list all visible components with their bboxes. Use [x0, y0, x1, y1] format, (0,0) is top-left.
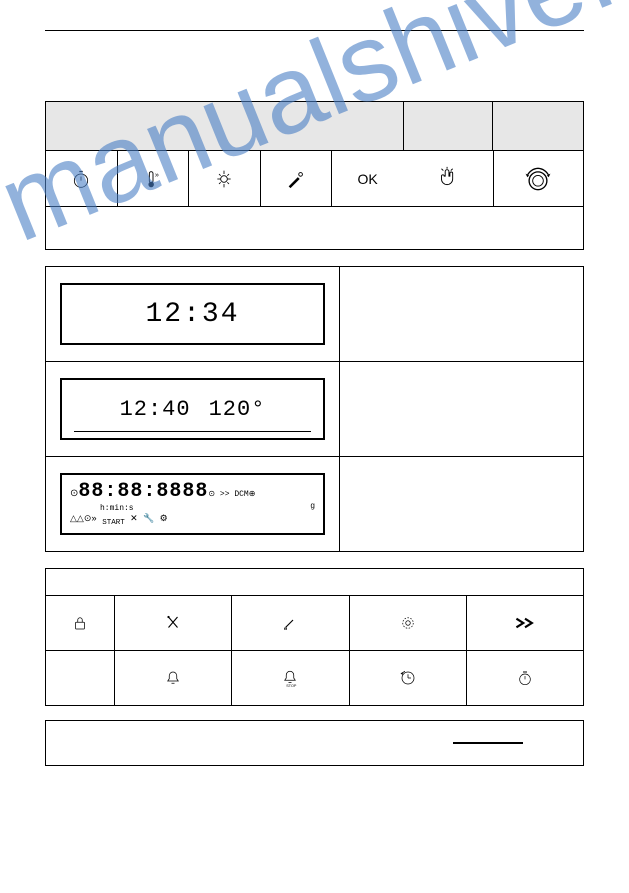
- display-desc-3: [339, 457, 583, 551]
- grid-row-2: STOP: [46, 651, 583, 705]
- footer-box: [45, 720, 584, 766]
- header-touch: [404, 102, 493, 150]
- ok-button[interactable]: OK: [332, 150, 403, 206]
- alarm-stop-indicator: STOP: [232, 651, 349, 705]
- icon-row: » OK: [46, 150, 583, 206]
- duration-indicator: [350, 651, 467, 705]
- bell-icon: [164, 669, 182, 687]
- lcd-segments: 88:88:8888: [78, 480, 208, 503]
- header-row: [46, 102, 583, 150]
- lcd-display-1: 12:34: [60, 283, 325, 345]
- header-dial: [493, 102, 583, 150]
- display-desc-1: [339, 267, 583, 361]
- lcd-units: h:min:s: [100, 504, 134, 513]
- lcd-display-2: 12:40 120°: [60, 378, 325, 440]
- empty-cell: [46, 651, 115, 705]
- probe-icon: [285, 168, 307, 190]
- dial-control[interactable]: [494, 150, 584, 206]
- probe-button[interactable]: [261, 150, 333, 206]
- lcd-time-2: 12:40: [120, 397, 191, 422]
- utensils-icon: [164, 614, 182, 632]
- display-row-2: 12:40 120°: [46, 362, 583, 457]
- dial-icon: [522, 163, 554, 195]
- control-panel-table: » OK: [45, 101, 584, 250]
- timer-small-icon: [517, 670, 533, 686]
- light-icon: [214, 169, 234, 189]
- lock-icon: [71, 614, 89, 632]
- display-desc-2: [339, 362, 583, 456]
- gear-icon: [399, 614, 417, 632]
- svg-text:STOP: STOP: [287, 684, 298, 688]
- clock-arrow-icon: [399, 669, 417, 687]
- timer-icon: [71, 169, 91, 189]
- temperature-icon: »: [142, 168, 164, 190]
- lock-indicator: [46, 596, 115, 650]
- light-button[interactable]: [189, 150, 261, 206]
- fast-indicator: [467, 596, 583, 650]
- lcd-temp-2: 120°: [209, 397, 266, 422]
- touch-icon: [434, 165, 462, 193]
- touch-button[interactable]: [403, 150, 494, 206]
- cooking-indicator: [115, 596, 232, 650]
- svg-text:»: »: [155, 170, 159, 179]
- grid-header: [46, 569, 583, 596]
- lcd-g: g: [310, 503, 315, 512]
- alarm-indicator: [115, 651, 232, 705]
- header-sensor-buttons: [46, 102, 404, 150]
- timer-button[interactable]: [46, 150, 118, 206]
- footer-line: [453, 742, 523, 744]
- indicator-grid: STOP: [45, 568, 584, 706]
- cleaning-indicator: [232, 596, 349, 650]
- temperature-button[interactable]: »: [118, 150, 190, 206]
- lcd-underline: [74, 431, 311, 432]
- display-row-1: 12:34: [46, 267, 583, 362]
- display-section: 12:34 12:40 120° ⊙88:88:8888⊙ >> DCM⊕: [45, 266, 584, 552]
- lcd-time-1: 12:34: [145, 299, 239, 330]
- ok-label: OK: [358, 171, 378, 187]
- page-header-rule: [45, 30, 584, 31]
- grid-row-1: [46, 596, 583, 651]
- bell-stop-icon: STOP: [281, 667, 299, 689]
- brush-icon: [281, 614, 299, 632]
- minute-minder-indicator: [467, 651, 583, 705]
- lcd-display-3: ⊙88:88:8888⊙ >> DCM⊕ h:min:sg △△⊙» START…: [60, 473, 325, 535]
- display-row-3: ⊙88:88:8888⊙ >> DCM⊕ h:min:sg △△⊙» START…: [46, 457, 583, 551]
- settings-indicator: [350, 596, 467, 650]
- lcd-indicators: ⊙ >> DCM⊕: [208, 490, 255, 499]
- panel-footer-row: [46, 206, 583, 249]
- fast-forward-icon: [513, 614, 537, 632]
